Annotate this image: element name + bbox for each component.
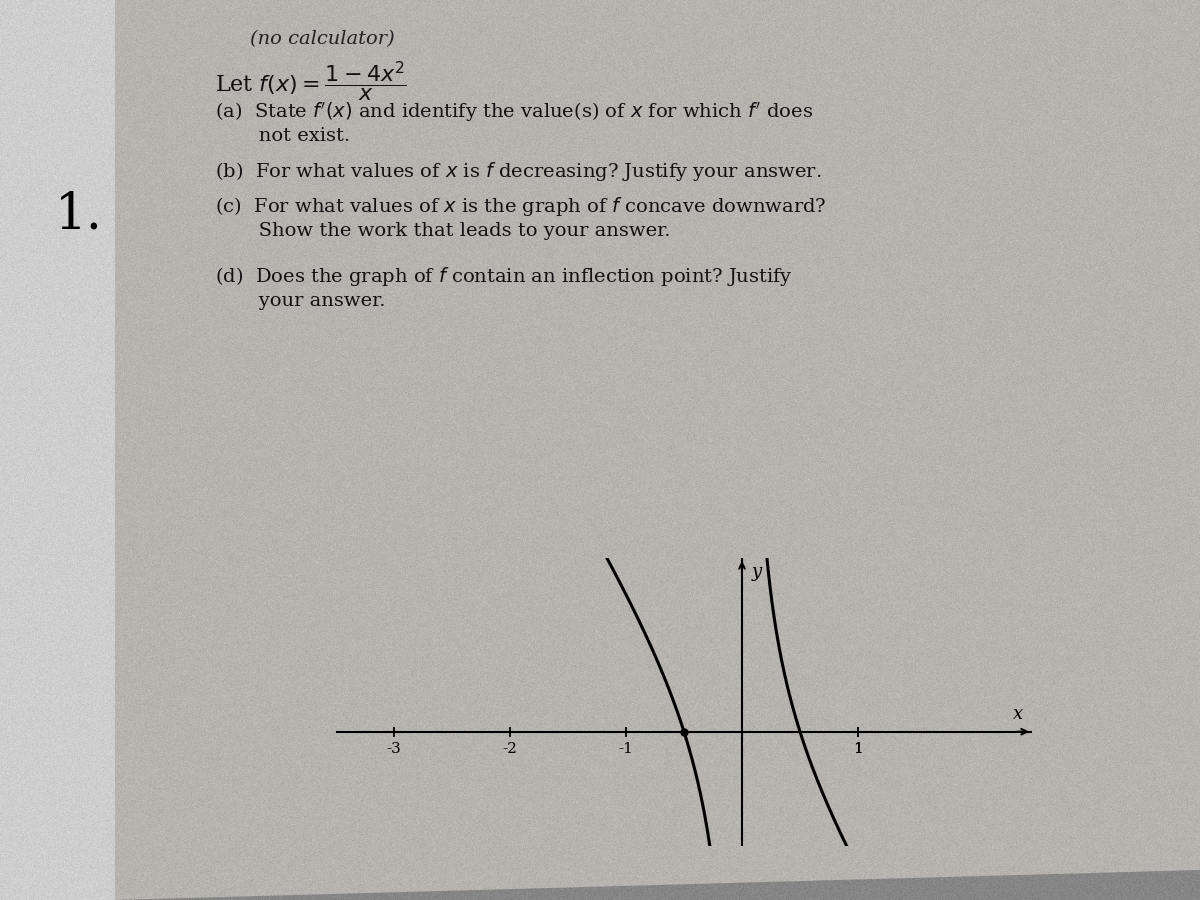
Text: (b)  For what values of $x$ is $f$ decreasing? Justify your answer.: (b) For what values of $x$ is $f$ decrea… [215, 160, 822, 183]
Text: 1.: 1. [55, 190, 103, 239]
Text: 1: 1 [853, 742, 863, 756]
Text: not exist.: not exist. [215, 127, 350, 145]
Text: -3: -3 [386, 742, 401, 756]
Text: (no calculator): (no calculator) [250, 30, 395, 48]
Text: x: x [1013, 705, 1022, 723]
Text: -2: -2 [503, 742, 517, 756]
Text: Show the work that leads to your answer.: Show the work that leads to your answer. [215, 222, 671, 240]
Text: (d)  Does the graph of $f$ contain an inflection point? Justify: (d) Does the graph of $f$ contain an inf… [215, 265, 793, 288]
Text: (a)  State $f'(x)$ and identify the value(s) of $x$ for which $f'$ does: (a) State $f'(x)$ and identify the value… [215, 100, 814, 124]
Polygon shape [115, 0, 1200, 900]
Text: 1: 1 [853, 742, 863, 756]
Text: (c)  For what values of $x$ is the graph of $f$ concave downward?: (c) For what values of $x$ is the graph … [215, 195, 827, 218]
Text: Let $f(x) = \dfrac{1-4x^2}{x}$: Let $f(x) = \dfrac{1-4x^2}{x}$ [215, 60, 407, 104]
Bar [0, 0, 115, 900]
Text: -1: -1 [618, 742, 634, 756]
Text: your answer.: your answer. [215, 292, 385, 310]
Text: y: y [751, 562, 762, 580]
